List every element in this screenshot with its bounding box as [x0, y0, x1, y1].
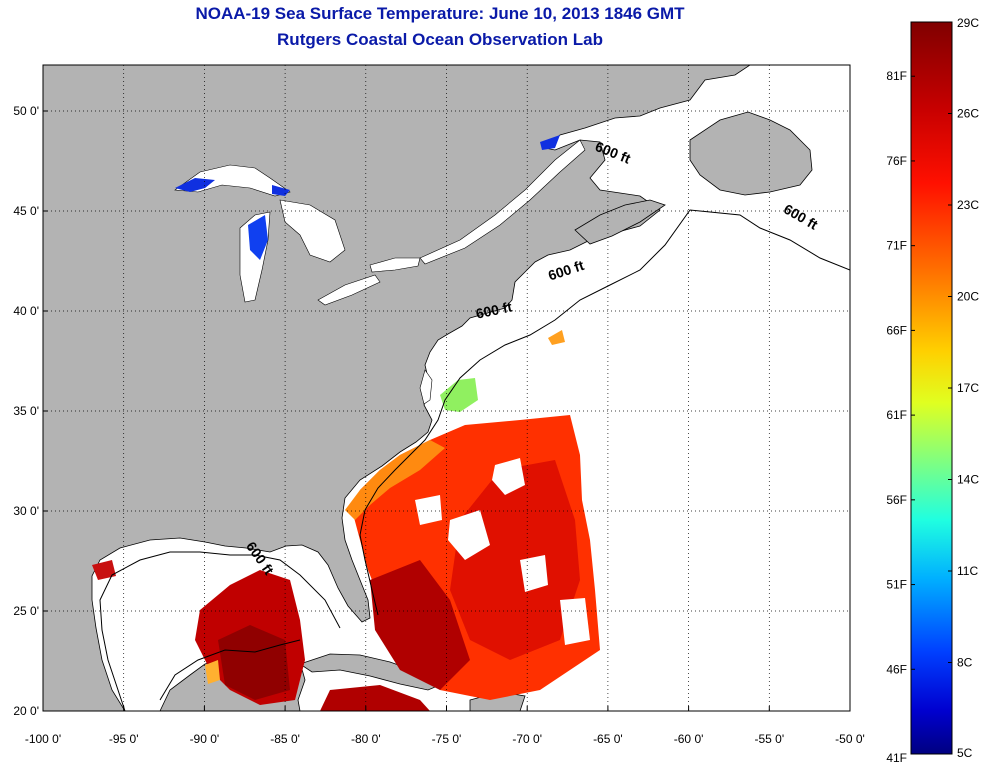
isobath-600ft-gulf	[99, 551, 341, 711]
sst-atlantic-core	[450, 460, 580, 660]
colorbar-c-label: 23C	[957, 198, 979, 212]
graticule	[43, 65, 850, 711]
lat-tick-label: 35 0'	[13, 404, 39, 418]
cloud-gap	[520, 555, 548, 592]
chesapeake-bay	[419, 369, 433, 405]
colorbar-f-label: 41F	[886, 751, 907, 765]
lon-tick-label: -100 0'	[25, 732, 61, 746]
colorbar-f-label: 46F	[886, 662, 907, 676]
colorbar-f-label: 76F	[886, 154, 907, 168]
colorbar-c-label: 17C	[957, 381, 979, 395]
colorbar-f-label: 56F	[886, 493, 907, 507]
lon-tick-label: -90 0'	[190, 732, 220, 746]
lon-tick-label: -80 0'	[351, 732, 381, 746]
cloud-gap	[560, 598, 590, 645]
lake-huron	[279, 199, 346, 263]
lat-tick-label: 40 0'	[13, 304, 39, 318]
colorbar-fahrenheit-axis: 81F 76F 71F 66F 61F 56F 51F 46F 41F	[886, 69, 915, 765]
lon-tick-label: -60 0'	[674, 732, 704, 746]
latitude-axis: 20 0' 25 0' 30 0' 35 0' 40 0' 45 0' 50 0'	[13, 104, 48, 718]
colorbar	[910, 21, 953, 755]
isobath-label: 600 ft	[474, 298, 513, 321]
colorbar-c-label: 14C	[957, 473, 979, 487]
sst-shelf-orange	[345, 440, 445, 520]
lake-ontario	[369, 257, 421, 273]
colorbar-celsius-axis: 29C 26C 23C 20C 17C 14C 11C 8C 5C	[948, 16, 979, 760]
cloud-gap	[492, 458, 525, 495]
lon-tick-label: -85 0'	[270, 732, 300, 746]
sst-gulf-coast-patch	[92, 560, 116, 580]
lake-erie	[317, 274, 381, 306]
sst-lake-patch	[175, 178, 215, 192]
sst-lake-patch	[540, 135, 560, 150]
lat-tick-label: 50 0'	[13, 104, 39, 118]
colorbar-f-label: 66F	[886, 323, 907, 337]
st-lawrence-river	[419, 139, 586, 265]
sst-lake-patch	[272, 185, 290, 196]
sst-caribbean-field	[320, 685, 430, 711]
colorbar-f-label: 61F	[886, 408, 907, 422]
colorbar-c-label: 11C	[957, 564, 978, 578]
lon-tick-label: -70 0'	[512, 732, 542, 746]
sst-cold-patch	[548, 330, 565, 345]
isobath-600ft	[359, 209, 850, 616]
lat-tick-label: 45 0'	[13, 204, 39, 218]
colorbar-f-label: 51F	[886, 578, 907, 592]
lat-tick-label: 20 0'	[13, 704, 39, 718]
land-cuba	[299, 653, 441, 691]
colorbar-c-label: 8C	[957, 656, 973, 670]
map-subtitle: Rutgers Coastal Ocean Observation Lab	[277, 30, 603, 49]
lon-tick-label: -75 0'	[432, 732, 462, 746]
colorbar-c-label: 5C	[957, 746, 973, 760]
sst-gulf-orange	[205, 660, 220, 684]
cloud-gap	[415, 495, 442, 525]
cloud-gap	[448, 510, 490, 560]
colorbar-f-label: 81F	[886, 69, 907, 83]
land-newfoundland	[689, 111, 813, 196]
colorbar-f-label: 71F	[886, 239, 907, 253]
lon-tick-label: -50 0'	[835, 732, 865, 746]
colorbar-c-label: 29C	[957, 16, 979, 30]
sst-lake-patch	[248, 215, 268, 260]
sst-atlantic-dark	[370, 560, 470, 690]
sst-gulf-dark	[218, 625, 290, 700]
colorbar-c-label: 26C	[957, 107, 979, 121]
land-nova-scotia	[574, 199, 666, 245]
isobath-600ft-yucatan	[159, 639, 301, 701]
longitude-axis: -100 0' -95 0' -90 0' -85 0' -80 0' -75 0' -70…	[25, 706, 865, 746]
lon-tick-label: -95 0'	[109, 732, 139, 746]
lon-tick-label: -65 0'	[593, 732, 623, 746]
lon-tick-label: -55 0'	[754, 732, 784, 746]
lat-tick-label: 25 0'	[13, 604, 39, 618]
colorbar-c-label: 20C	[957, 290, 979, 304]
sst-cold-patch	[440, 378, 478, 412]
map-title: NOAA-19 Sea Surface Temperature: June 10…	[195, 4, 685, 23]
lat-tick-label: 30 0'	[13, 504, 39, 518]
